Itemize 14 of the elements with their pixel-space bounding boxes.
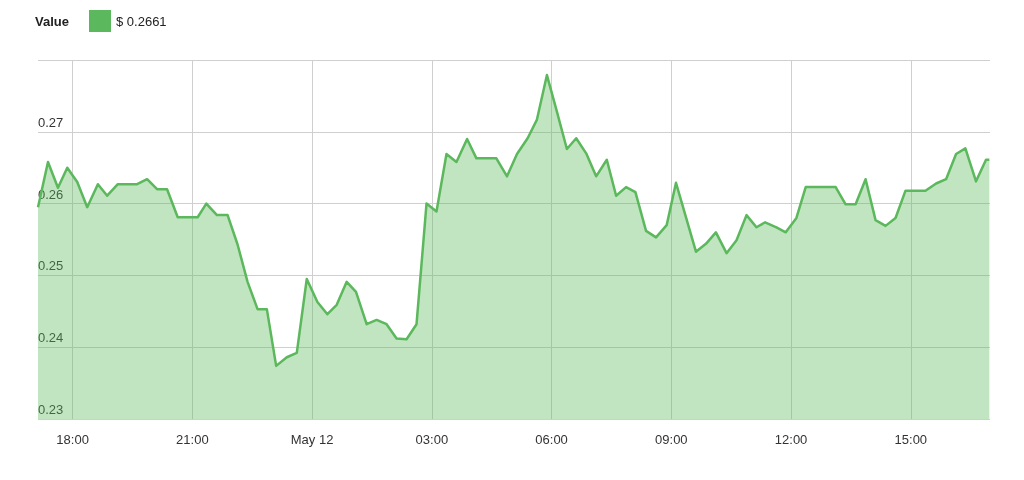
x-tick-label: 06:00 [535, 432, 568, 447]
x-tick-label: 09:00 [655, 432, 688, 447]
x-tick-label: 12:00 [774, 432, 808, 447]
legend-title: Value [35, 14, 69, 29]
y-tick-label: 0.25 [38, 258, 64, 274]
y-tick-label: 0.27 [38, 114, 64, 130]
y-tick-label: 0.23 [38, 402, 64, 417]
x-tick-label: May 12 [290, 432, 334, 447]
legend-label: $ 0.2661 [116, 13, 167, 29]
x-tick-label: 15:00 [894, 432, 928, 447]
x-tick-label: 21:00 [176, 432, 209, 447]
x-tick-label: 18:00 [56, 432, 89, 447]
y-tick-label: 0.24 [38, 330, 64, 346]
x-tick-label: 03:00 [415, 432, 449, 447]
